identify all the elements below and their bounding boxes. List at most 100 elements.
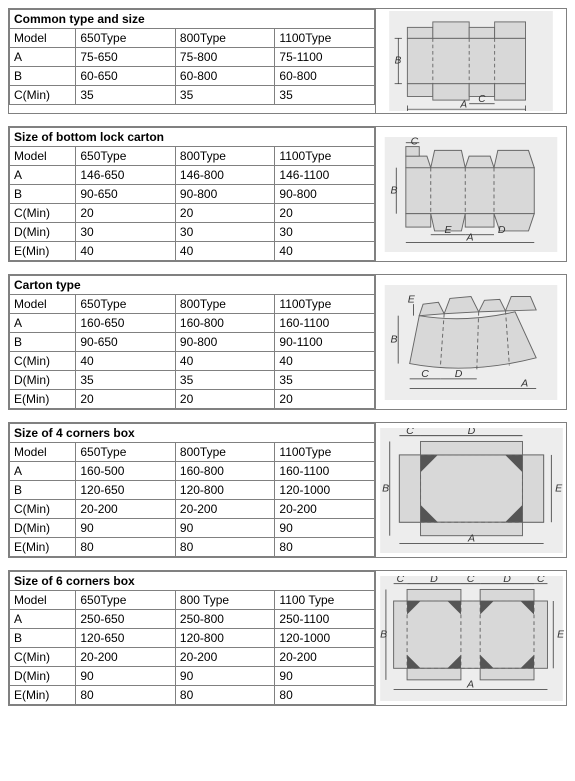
col-header: Model <box>10 295 76 314</box>
cell: 20 <box>76 390 176 409</box>
cell: E(Min) <box>10 538 76 557</box>
section-title: Common type and size <box>10 10 375 29</box>
table-row: B90-65090-80090-800 <box>10 185 375 204</box>
cell: 90-800 <box>175 333 275 352</box>
table-row: C(Min) 35 35 35 <box>10 86 375 105</box>
cell: 20 <box>275 204 375 223</box>
cell: 160-1100 <box>275 314 375 333</box>
svg-text:E: E <box>555 482 563 494</box>
cell: 80 <box>275 686 375 705</box>
col-header: 650Type <box>76 29 176 48</box>
cell: 75-1100 <box>275 48 375 67</box>
section-title: Size of 6 corners box <box>10 572 375 591</box>
table-row: B 60-650 60-800 60-800 <box>10 67 375 86</box>
svg-text:D: D <box>503 576 511 585</box>
cell: 40 <box>76 242 176 261</box>
cell: 20 <box>275 390 375 409</box>
section-4-corners: Size of 4 corners box Model 650Type 800T… <box>8 422 567 558</box>
table-row: C(Min)20-20020-20020-200 <box>10 500 375 519</box>
cell: 75-650 <box>76 48 176 67</box>
cell: 146-650 <box>76 166 176 185</box>
cell: 30 <box>175 223 275 242</box>
svg-text:C: C <box>411 137 419 148</box>
diagram-bottom-lock: A E D B C <box>376 127 566 261</box>
table-header-row: Model 650Type 800 Type 1100 Type <box>10 591 375 610</box>
table-row: A160-500160-800160-1100 <box>10 462 375 481</box>
cell: 90-1100 <box>275 333 375 352</box>
cell: 90 <box>175 519 275 538</box>
col-header: 800Type <box>175 147 275 166</box>
cell: 40 <box>275 352 375 371</box>
section-title: Size of bottom lock carton <box>10 128 375 147</box>
cell: B <box>10 333 76 352</box>
cell: B <box>10 629 76 648</box>
svg-text:A: A <box>466 231 474 243</box>
col-header: Model <box>10 147 76 166</box>
table-6-corners: Size of 6 corners box Model 650Type 800 … <box>9 571 376 705</box>
col-header: 650Type <box>76 147 176 166</box>
cell: 160-1100 <box>275 462 375 481</box>
col-header: 800 Type <box>175 591 275 610</box>
section-common-type: Common type and size Model 650Type 800Ty… <box>8 8 567 114</box>
cell: 20-200 <box>76 500 176 519</box>
svg-text:E: E <box>408 293 416 305</box>
svg-text:B: B <box>395 56 402 67</box>
svg-text:C: C <box>396 576 404 585</box>
cell: 35 <box>76 371 176 390</box>
table-row: A146-650146-800146-1100 <box>10 166 375 185</box>
diagram-6-corners: C D C D C A B E <box>376 571 566 705</box>
cell: 80 <box>76 686 176 705</box>
svg-text:C: C <box>421 368 429 380</box>
cell: 20-200 <box>275 500 375 519</box>
cell: 146-800 <box>175 166 275 185</box>
cell: 75-800 <box>175 48 275 67</box>
svg-text:A: A <box>520 377 528 389</box>
cell: D(Min) <box>10 223 76 242</box>
cell: 90-800 <box>175 185 275 204</box>
cell: C(Min) <box>10 86 76 105</box>
svg-text:B: B <box>391 333 398 345</box>
cell: A <box>10 48 76 67</box>
table-row: D(Min)909090 <box>10 667 375 686</box>
svg-text:C: C <box>536 576 544 585</box>
section-carton-type: Carton type Model 650Type 800Type 1100Ty… <box>8 274 567 410</box>
cell: 90 <box>175 667 275 686</box>
table-row: E(Min)808080 <box>10 686 375 705</box>
cell: 60-650 <box>76 67 176 86</box>
cell: 90-650 <box>76 185 176 204</box>
col-header: 1100 Type <box>275 591 375 610</box>
cell: 80 <box>175 538 275 557</box>
cell: 120-1000 <box>275 629 375 648</box>
table-common-type: Common type and size Model 650Type 800Ty… <box>9 9 376 113</box>
table-row: C(Min)404040 <box>10 352 375 371</box>
cell: D(Min) <box>10 667 76 686</box>
table-4-corners: Size of 4 corners box Model 650Type 800T… <box>9 423 376 557</box>
table-row: D(Min)303030 <box>10 223 375 242</box>
cell: 35 <box>275 86 375 105</box>
cell: A <box>10 166 76 185</box>
cell: E(Min) <box>10 390 76 409</box>
cell: 80 <box>76 538 176 557</box>
cell: 80 <box>275 538 375 557</box>
cell: 35 <box>275 371 375 390</box>
cell: 160-500 <box>76 462 176 481</box>
table-row: D(Min)353535 <box>10 371 375 390</box>
cell: 90 <box>76 667 176 686</box>
col-header: 800Type <box>175 29 275 48</box>
table-bottom-lock: Size of bottom lock carton Model 650Type… <box>9 127 376 261</box>
cell: B <box>10 185 76 204</box>
cell: 20 <box>175 390 275 409</box>
section-title: Size of 4 corners box <box>10 424 375 443</box>
cell: 250-1100 <box>275 610 375 629</box>
cell: 20 <box>175 204 275 223</box>
table-row: E(Min)808080 <box>10 538 375 557</box>
table-header-row: Model 650Type 800Type 1100Type <box>10 295 375 314</box>
col-header: Model <box>10 591 76 610</box>
col-header: Model <box>10 29 76 48</box>
diagram-4-corners: C D A B E <box>376 423 566 557</box>
svg-text:B: B <box>382 482 389 494</box>
col-header: 1100Type <box>275 29 375 48</box>
cell: 120-800 <box>175 481 275 500</box>
col-header: 650Type <box>76 443 176 462</box>
table-row: D(Min)909090 <box>10 519 375 538</box>
